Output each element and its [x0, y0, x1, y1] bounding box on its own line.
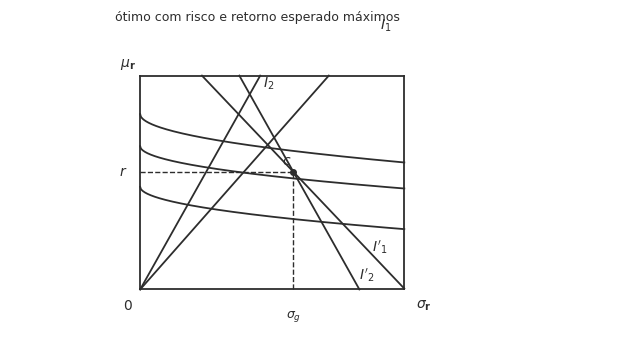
Text: $\sigma_g$: $\sigma_g$: [285, 309, 301, 324]
Text: $\sigma_\mathbf{r}$: $\sigma_\mathbf{r}$: [417, 299, 432, 313]
Text: $I_1$: $I_1$: [380, 18, 392, 34]
Text: $I_2$: $I_2$: [263, 75, 275, 92]
Text: $I'_2$: $I'_2$: [359, 267, 374, 284]
Text: $\mu_\mathbf{r}$: $\mu_\mathbf{r}$: [120, 57, 136, 72]
Text: $I'_1$: $I'_1$: [372, 238, 388, 256]
Text: c: c: [282, 154, 290, 168]
Text: 0: 0: [123, 299, 132, 313]
Text: r: r: [120, 165, 125, 179]
Text: ótimo com risco e retorno esperado máximos: ótimo com risco e retorno esperado máxim…: [114, 11, 400, 24]
